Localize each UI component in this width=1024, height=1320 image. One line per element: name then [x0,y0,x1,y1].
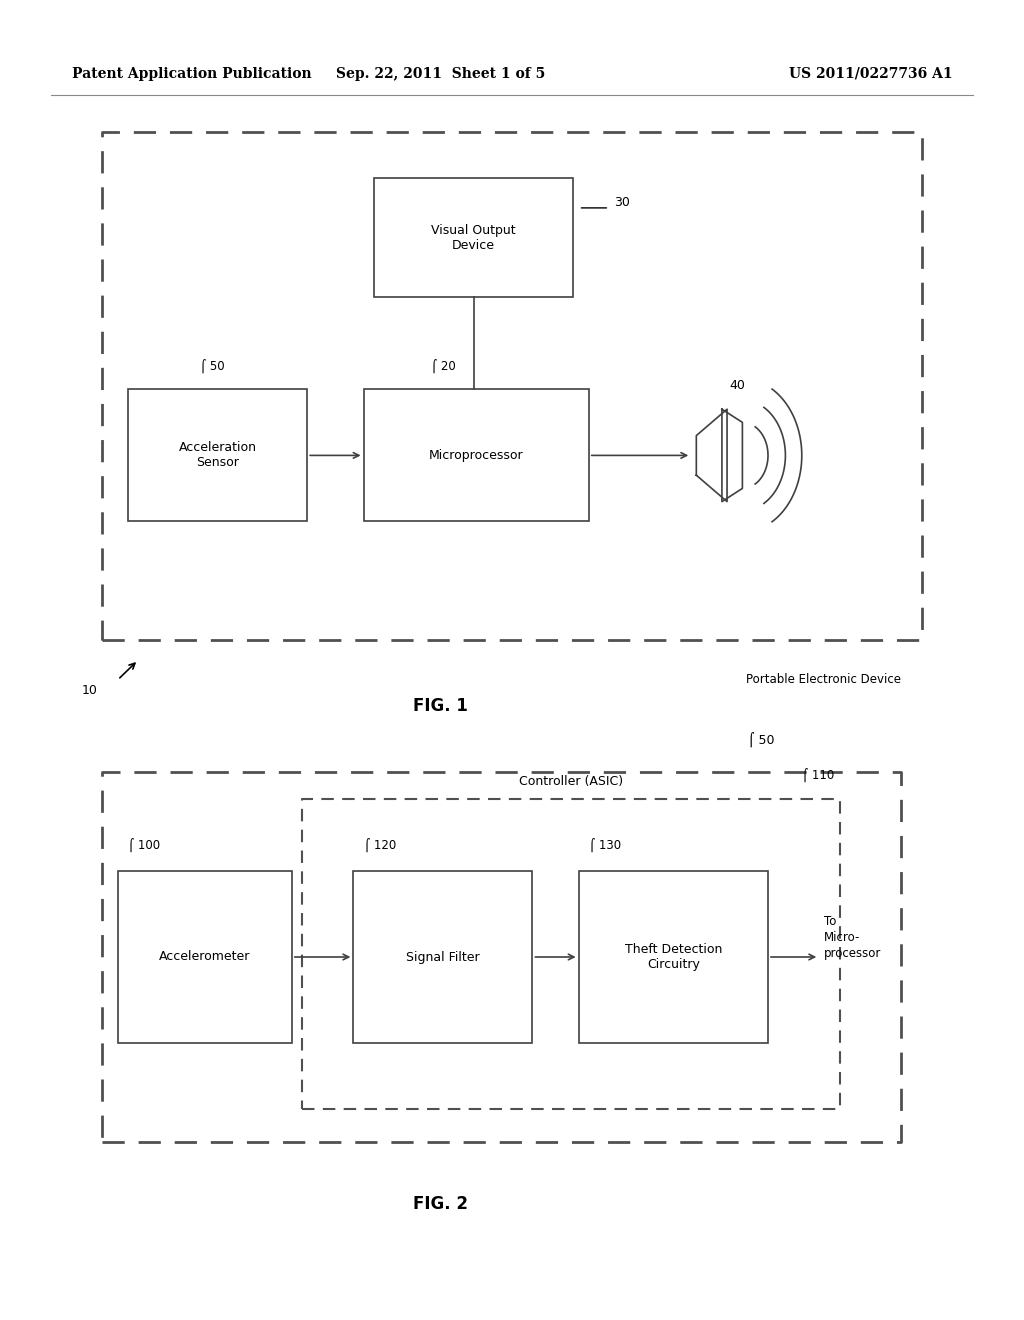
Text: Accelerometer: Accelerometer [159,950,251,964]
FancyBboxPatch shape [579,871,768,1043]
Text: Patent Application Publication: Patent Application Publication [72,67,311,81]
Text: Microprocessor: Microprocessor [429,449,523,462]
Polygon shape [696,409,727,502]
FancyBboxPatch shape [128,389,307,521]
Text: Theft Detection
Circuitry: Theft Detection Circuitry [625,942,722,972]
FancyBboxPatch shape [118,871,292,1043]
Text: ⌠ 100: ⌠ 100 [128,838,160,851]
Text: Signal Filter: Signal Filter [407,950,479,964]
Text: 30: 30 [614,197,631,209]
Polygon shape [722,409,742,502]
FancyBboxPatch shape [374,178,573,297]
Text: Controller (ASIC): Controller (ASIC) [519,775,623,788]
Text: To
Micro-
processor: To Micro- processor [824,915,882,960]
Text: Visual Output
Device: Visual Output Device [431,223,516,252]
Text: 40: 40 [729,379,745,392]
Text: FIG. 2: FIG. 2 [413,1195,468,1213]
Text: FIG. 1: FIG. 1 [413,697,468,715]
Text: ⌠ 20: ⌠ 20 [431,359,456,372]
FancyBboxPatch shape [353,871,532,1043]
Text: Sep. 22, 2011  Sheet 1 of 5: Sep. 22, 2011 Sheet 1 of 5 [336,67,545,81]
Text: ⌠ 120: ⌠ 120 [364,838,395,851]
FancyBboxPatch shape [364,389,589,521]
Text: ⌠ 50: ⌠ 50 [748,731,774,747]
Text: ⌠ 50: ⌠ 50 [200,359,224,372]
Text: ⌠ 130: ⌠ 130 [589,838,621,851]
Text: US 2011/0227736 A1: US 2011/0227736 A1 [788,67,952,81]
Text: Portable Electronic Device: Portable Electronic Device [746,673,901,686]
Text: Acceleration
Sensor: Acceleration Sensor [178,441,257,470]
Text: 10: 10 [81,684,97,697]
Text: ⌠ 110: ⌠ 110 [803,768,835,781]
